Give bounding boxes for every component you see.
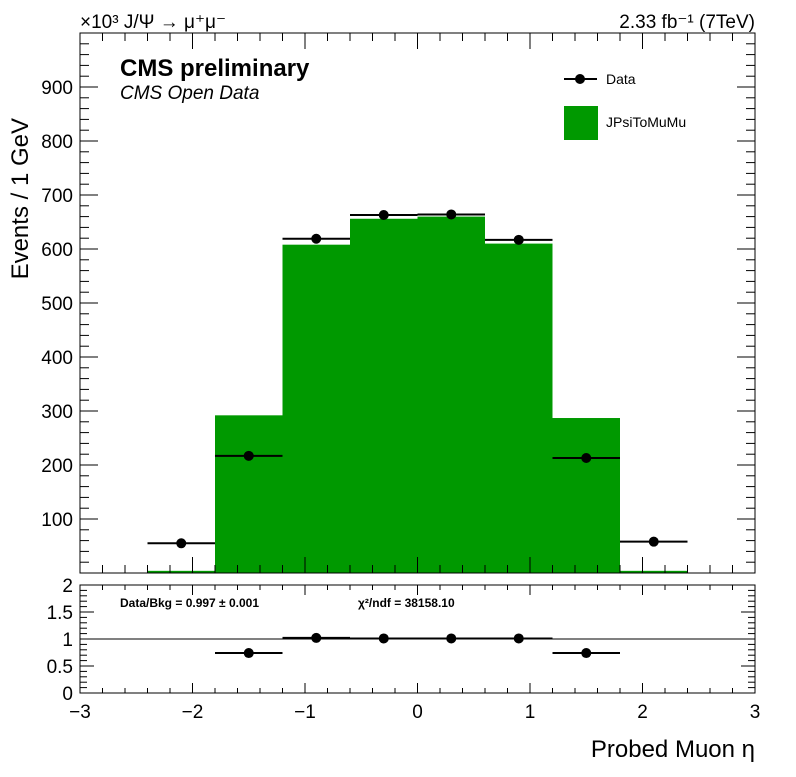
histogram-bar bbox=[147, 570, 215, 573]
ratio-point bbox=[581, 648, 592, 659]
x-tick-label: −3 bbox=[69, 702, 91, 723]
ratio-y-tick-label: 0.5 bbox=[47, 657, 73, 678]
histogram-bars bbox=[147, 216, 688, 573]
y-tick-label: 400 bbox=[41, 348, 73, 369]
legend-jpsi-swatch bbox=[564, 106, 598, 140]
experiment-label: CMS preliminary bbox=[120, 55, 310, 82]
x-tick-label: 1 bbox=[525, 702, 536, 723]
histogram-bar bbox=[215, 415, 283, 573]
lumi-label: 2.33 fb⁻¹ (7TeV) bbox=[619, 12, 755, 33]
y-tick-label: 700 bbox=[41, 186, 73, 207]
x-tick-label: 2 bbox=[637, 702, 648, 723]
main-axis-ticks bbox=[79, 33, 756, 573]
y-tick-label: 200 bbox=[41, 456, 73, 477]
x-tick-label: −1 bbox=[294, 702, 316, 723]
top-left-label: ×10³ J/Ψ → μ⁺μ⁻ bbox=[80, 12, 226, 33]
legend-entry-jpsi: JPsiToMuMu bbox=[564, 106, 686, 140]
y-axis-title: Events / 1 GeV bbox=[7, 118, 34, 279]
histogram-bar bbox=[552, 418, 620, 573]
histogram-bar bbox=[350, 218, 418, 573]
ratio-y-tick-label: 0 bbox=[62, 684, 73, 705]
y-tick-label: 800 bbox=[41, 132, 73, 153]
legend-data-marker bbox=[575, 74, 585, 84]
data-points bbox=[147, 209, 688, 549]
ratio-y-tick-label: 1.5 bbox=[47, 603, 73, 624]
y-tick-label: 900 bbox=[41, 78, 73, 99]
main-panel: 100 200 300 400 500 600 700 800 900 bbox=[41, 32, 756, 574]
data-point bbox=[176, 538, 187, 549]
legend-jpsi-label: JPsiToMuMu bbox=[606, 114, 686, 130]
histogram-bar bbox=[417, 216, 485, 573]
y-tick-label: 500 bbox=[41, 294, 73, 315]
histogram-bar bbox=[282, 244, 350, 573]
ratio-panel: 0 0.5 1 1.5 2 −3 −2 −1 0 1 2 3 Data/Bkg = 0.997 ± … bbox=[47, 576, 761, 723]
y-tick-label: 100 bbox=[41, 510, 73, 531]
ratio-point bbox=[243, 648, 254, 659]
data-point bbox=[378, 209, 389, 220]
data-point bbox=[311, 233, 322, 244]
ratio-point bbox=[311, 632, 322, 643]
ratio-point bbox=[378, 633, 389, 644]
data-point bbox=[513, 234, 524, 245]
histogram-bar bbox=[485, 243, 553, 573]
data-point bbox=[648, 536, 659, 547]
data-point bbox=[581, 452, 592, 463]
sub-label: CMS Open Data bbox=[120, 83, 259, 104]
ratio-axis-ticks bbox=[79, 584, 756, 694]
legend: Data JPsiToMuMu bbox=[564, 71, 686, 140]
x-tick-label: 3 bbox=[750, 702, 761, 723]
y-tick-label: 300 bbox=[41, 402, 73, 423]
legend-data-label: Data bbox=[606, 71, 636, 87]
chi2-label: χ²/ndf = 38158.10 bbox=[358, 596, 455, 610]
y-tick-label: 600 bbox=[41, 240, 73, 261]
x-tick-label: −2 bbox=[182, 702, 204, 723]
legend-entry-data: Data bbox=[564, 71, 636, 87]
ratio-points bbox=[215, 632, 620, 659]
x-tick-labels: −3 −2 −1 0 1 2 3 bbox=[69, 702, 760, 723]
ratio-y-tick-labels: 0 0.5 1 1.5 2 bbox=[47, 576, 73, 705]
data-point bbox=[243, 450, 254, 461]
data-point bbox=[446, 209, 457, 220]
ratio-point bbox=[446, 633, 457, 644]
ratio-y-tick-label: 1 bbox=[62, 630, 73, 651]
histogram-bar bbox=[620, 570, 688, 573]
ratio-point bbox=[513, 633, 524, 644]
main-y-tick-labels: 100 200 300 400 500 600 700 800 900 bbox=[41, 78, 73, 531]
ratio-label: Data/Bkg = 0.997 ± 0.001 bbox=[120, 596, 259, 610]
x-tick-label: 0 bbox=[412, 702, 423, 723]
ratio-y-tick-label: 2 bbox=[62, 576, 73, 597]
x-axis-title: Probed Muon η bbox=[591, 736, 755, 763]
